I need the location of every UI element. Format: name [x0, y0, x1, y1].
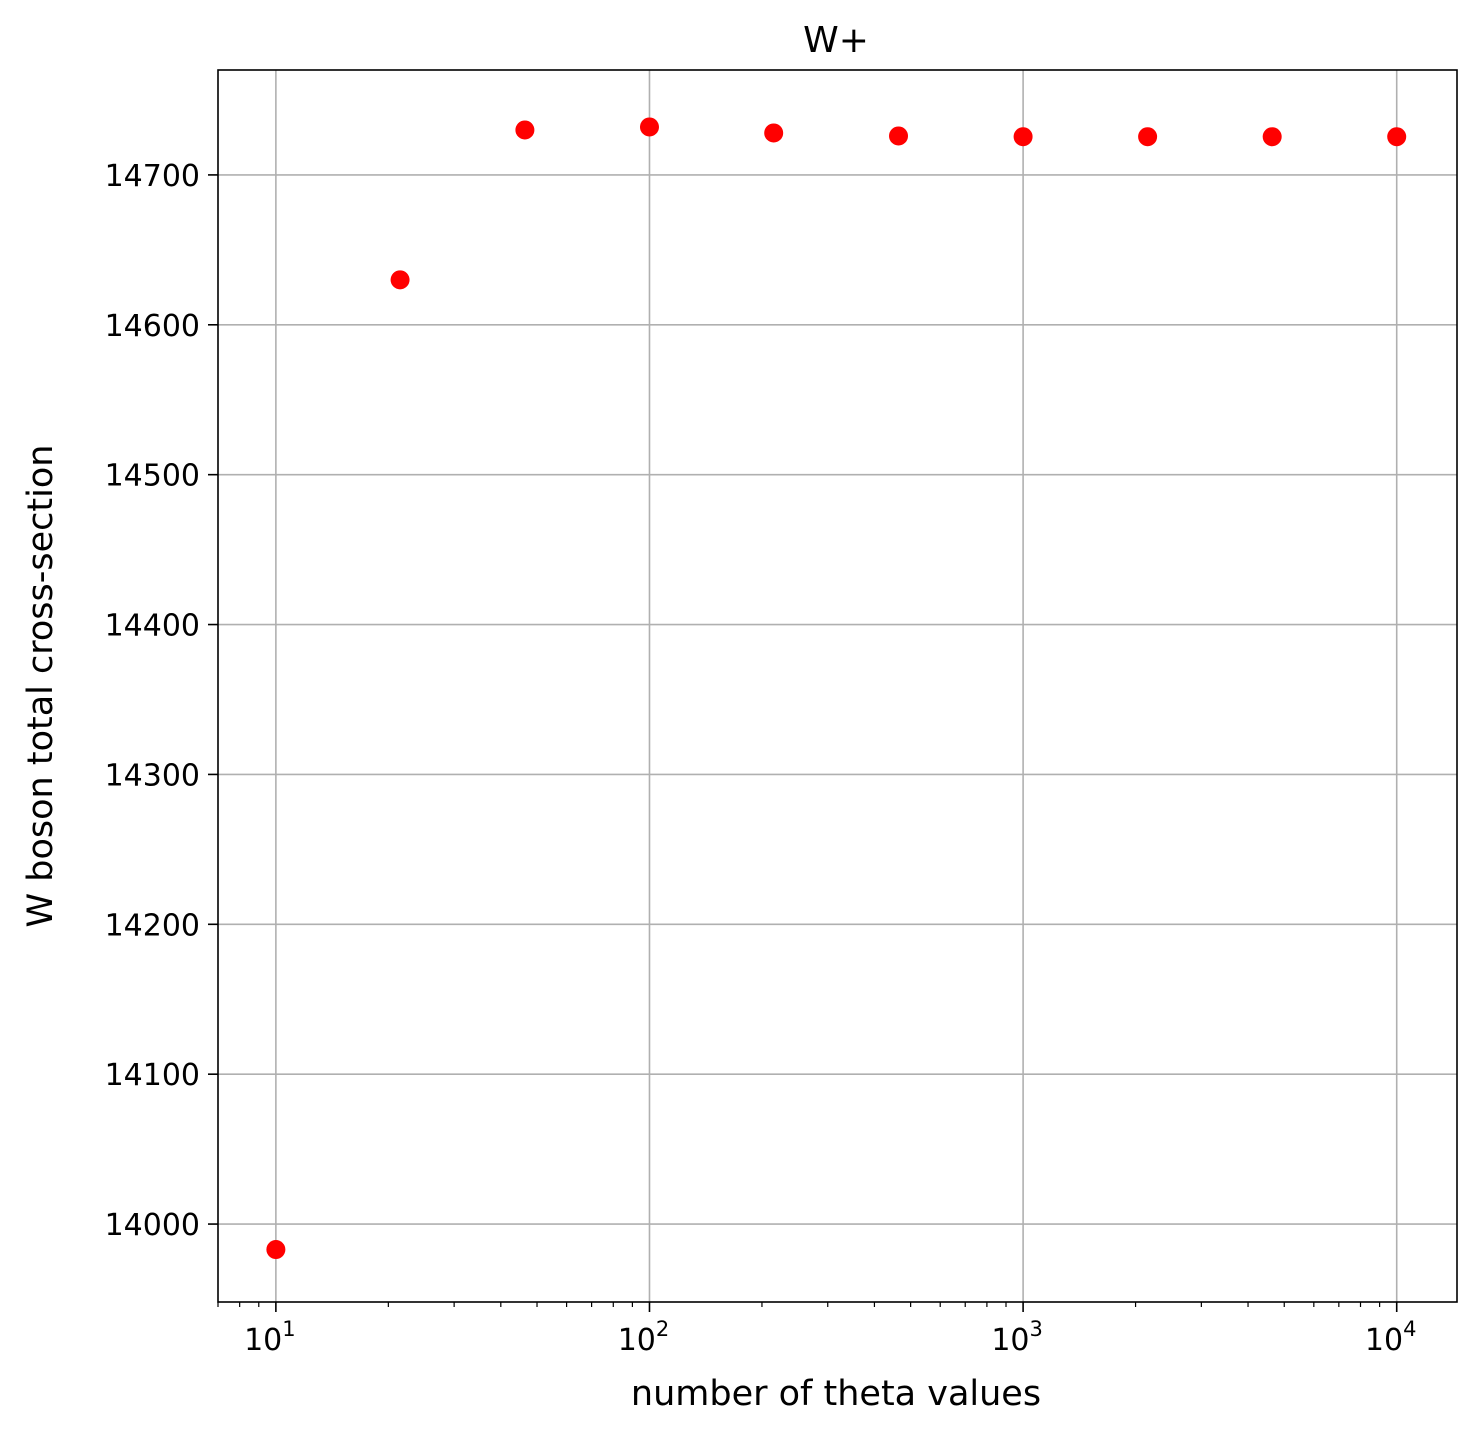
data-points [266, 117, 1407, 1260]
y-tick-label: 14500 [105, 459, 200, 494]
y-tick-label: 14300 [105, 758, 200, 793]
data-point [639, 117, 659, 137]
data-point [1262, 127, 1282, 147]
y-tick-label: 14200 [105, 908, 200, 943]
data-point [764, 123, 784, 143]
data-point [266, 1240, 286, 1260]
y-tick-label: 14700 [105, 159, 200, 194]
y-tick-label: 14000 [105, 1208, 200, 1243]
x-tick-label: 104 [1365, 1317, 1417, 1358]
y-tick-label: 14600 [105, 309, 200, 344]
y-tick-label: 14400 [105, 609, 200, 644]
plot-frame [217, 69, 1458, 1303]
x-tick-label: 103 [991, 1317, 1043, 1358]
data-point [390, 270, 410, 290]
data-point [1138, 127, 1158, 147]
data-point [1387, 127, 1407, 147]
data-point [515, 120, 535, 140]
grid-lines [218, 70, 1457, 1302]
x-axis-title: number of theta values [631, 1374, 1041, 1414]
data-point [889, 126, 909, 146]
x-tick-label: 102 [618, 1317, 670, 1358]
axis-ticks: 14000 14100 14200 14300 14400 14500 14600 14700… [105, 159, 1417, 1358]
chart-title: W+ [803, 20, 869, 61]
y-axis-title: W boson total cross-section [21, 445, 61, 928]
data-point [1013, 127, 1033, 147]
x-tick-label: 101 [244, 1317, 296, 1358]
y-tick-label: 14100 [105, 1058, 200, 1093]
